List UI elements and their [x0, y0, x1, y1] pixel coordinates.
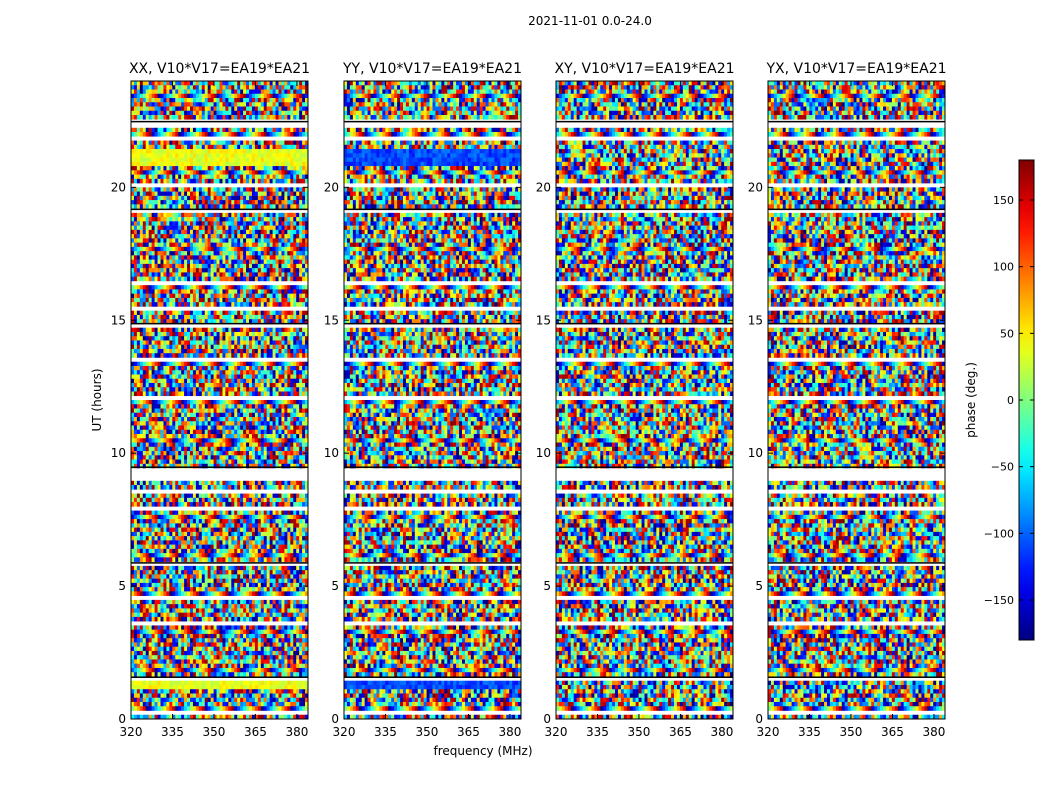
- y-tick-label: 0: [543, 712, 551, 726]
- x-tick-label: 350: [203, 725, 226, 739]
- panel-title: XX, V10*V17=EA19*EA21: [129, 61, 310, 77]
- y-tick-label: 5: [331, 579, 339, 593]
- y-tick-label: 15: [536, 313, 551, 327]
- y-axis-label: UT (hours): [90, 368, 104, 431]
- y-tick-label: 20: [748, 180, 763, 194]
- x-tick-label: 320: [757, 725, 780, 739]
- x-tick-label: 380: [498, 725, 521, 739]
- x-tick-label: 380: [922, 725, 945, 739]
- axes-frame: [555, 80, 734, 720]
- x-tick-label: 335: [161, 725, 184, 739]
- y-tick-label: 0: [331, 712, 339, 726]
- panel-3: XY, V10*V17=EA19*EA21 320 335 350 365 380 0 5 10…: [536, 61, 735, 739]
- colorbar: −150 −100 −50 0 50 100 150 phase (deg.): [964, 159, 1035, 641]
- x-tick-label: 335: [586, 725, 609, 739]
- phase-heatmap: [344, 81, 521, 719]
- colorbar-tick-label: 100: [993, 261, 1014, 274]
- colorbar-tick-label: 50: [1000, 327, 1014, 340]
- x-tick-label: 350: [416, 725, 439, 739]
- panel-title: YY, V10*V17=EA19*EA21: [342, 61, 522, 77]
- x-axis-label: frequency (MHz): [433, 744, 532, 758]
- colorbar-tick-label: −150: [984, 594, 1014, 607]
- colorbar-tick-label: −100: [984, 527, 1014, 540]
- x-tick-label: 320: [333, 725, 356, 739]
- panel-title: XY, V10*V17=EA19*EA21: [554, 61, 734, 77]
- x-tick-label: 365: [669, 725, 692, 739]
- y-tick-label: 5: [755, 579, 763, 593]
- y-tick-label: 20: [111, 180, 126, 194]
- colorbar-label: phase (deg.): [964, 362, 978, 438]
- y-tick-label: 15: [748, 313, 763, 327]
- colorbar-tick-label: 0: [1007, 394, 1014, 407]
- y-tick-label: 20: [536, 180, 551, 194]
- x-tick-label: 365: [244, 725, 267, 739]
- y-tick-label: 15: [324, 313, 339, 327]
- phase-heatmap: [131, 81, 308, 719]
- panel-4: YX, V10*V17=EA19*EA21 320 335 350 365 380 0 5 10…: [748, 61, 947, 739]
- panel-2: YY, V10*V17=EA19*EA21 320 335 350 365 380 0 5 10…: [324, 61, 522, 739]
- x-tick-label: 320: [120, 725, 143, 739]
- panel-1: XX, V10*V17=EA19*EA21 320 335 350 365 380 0 5 10…: [111, 61, 310, 739]
- y-tick-label: 0: [118, 712, 126, 726]
- x-tick-label: 380: [285, 725, 308, 739]
- y-tick-label: 10: [536, 446, 551, 460]
- colorbar-tick-label: −50: [991, 461, 1014, 474]
- y-tick-label: 5: [118, 579, 126, 593]
- x-tick-label: 365: [457, 725, 480, 739]
- x-tick-label: 365: [881, 725, 904, 739]
- y-tick-label: 20: [324, 180, 339, 194]
- panel-title: YX, V10*V17=EA19*EA21: [765, 61, 946, 77]
- phase-heatmap: [768, 81, 945, 719]
- x-tick-label: 350: [840, 725, 863, 739]
- colorbar-tick-label: 150: [993, 194, 1014, 207]
- axes-frame: [767, 80, 946, 720]
- y-tick-label: 10: [111, 446, 126, 460]
- x-tick-label: 380: [710, 725, 733, 739]
- y-tick-label: 10: [324, 446, 339, 460]
- x-tick-label: 335: [798, 725, 821, 739]
- x-tick-label: 335: [374, 725, 397, 739]
- y-tick-label: 10: [748, 446, 763, 460]
- y-tick-label: 0: [755, 712, 763, 726]
- y-tick-label: 15: [111, 313, 126, 327]
- figure-suptitle: 2021-11-01 0.0-24.0: [0, 14, 1050, 28]
- axes-frame: [343, 80, 522, 720]
- x-tick-label: 350: [628, 725, 651, 739]
- x-tick-label: 320: [545, 725, 568, 739]
- phase-heatmap: [556, 81, 733, 719]
- axes-frame: [130, 80, 309, 720]
- y-tick-label: 5: [543, 579, 551, 593]
